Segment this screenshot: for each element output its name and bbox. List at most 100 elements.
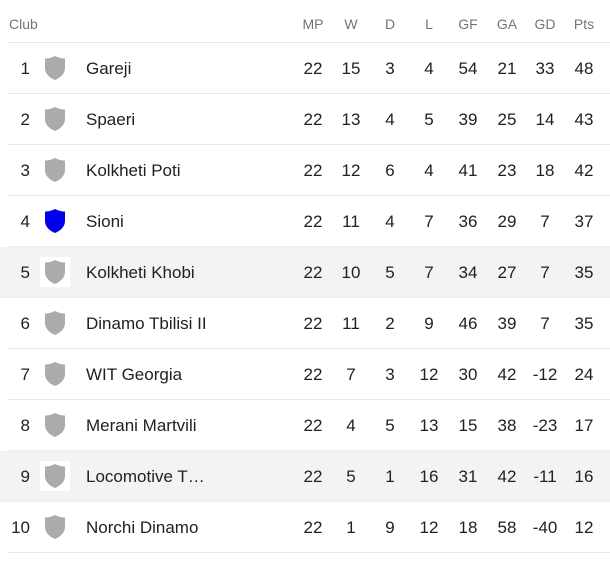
header-ga: GA [496,16,518,32]
table-row[interactable]: 5 Kolkheti Khobi 22 10 5 7 34 27 7 35 [0,247,610,298]
position: 3 [20,161,30,180]
stat-ga: 29 [497,212,517,231]
club-crest-icon [40,53,70,83]
table-row[interactable]: 4 Sioni 22 11 4 7 36 29 7 37 [8,196,610,247]
position: 7 [20,365,30,384]
club-name[interactable]: WIT Georgia [86,365,183,384]
stat-d: 4 [385,110,395,129]
position: 5 [20,263,30,282]
stat-gf: 31 [458,467,478,486]
table-row[interactable]: 6 Dinamo Tbilisi II 22 11 2 9 46 39 7 35 [8,298,610,349]
club-crest-icon [40,512,70,542]
stat-mp: 22 [303,212,323,231]
stat-ga: 38 [497,416,517,435]
stat-mp: 22 [303,365,323,384]
club-crest-icon [40,104,70,134]
stat-w: 12 [341,161,361,180]
stat-gf: 41 [458,161,478,180]
club-name[interactable]: Kolkheti Khobi [86,263,195,282]
stat-d: 5 [385,416,395,435]
stat-mp: 22 [303,314,323,333]
stat-pts: 37 [574,212,594,231]
stat-l: 7 [424,263,434,282]
club-crest-icon [40,155,70,185]
position: 9 [20,467,30,486]
stat-gf: 34 [458,263,478,282]
stat-gd: -23 [532,416,558,435]
stat-pts: 35 [574,314,594,333]
stat-l: 16 [419,467,439,486]
stat-gf: 39 [458,110,478,129]
stat-gd: 7 [540,263,550,282]
table-row[interactable]: 2 Spaeri 22 13 4 5 39 25 14 43 [8,94,610,145]
header-pts: Pts [573,16,595,32]
stat-pts: 48 [574,59,594,78]
standings-table: Club MP W D L GF GA GD Pts 1 Gareji 22 15 3… [0,16,610,553]
header-gf: GF [458,16,478,32]
stat-w: 4 [346,416,356,435]
stat-gf: 46 [458,314,478,333]
stat-gd: -12 [532,365,558,384]
club-name[interactable]: Locomotive T… [86,467,205,486]
stat-l: 5 [424,110,434,129]
stat-w: 11 [342,212,360,231]
stat-l: 7 [424,212,434,231]
table-row[interactable]: 8 Merani Martvili 22 4 5 13 15 38 -23 17 [8,400,610,451]
club-crest-icon [40,257,70,287]
stat-gd: 7 [540,314,550,333]
header-mp: MP [302,16,324,32]
club-name[interactable]: Kolkheti Poti [86,161,181,180]
club-name[interactable]: Merani Martvili [86,416,197,435]
stat-gd: -11 [533,467,557,486]
stat-l: 13 [419,416,439,435]
stat-pts: 42 [574,161,594,180]
stat-d: 4 [385,212,395,231]
stat-gf: 36 [458,212,478,231]
club-name[interactable]: Sioni [86,212,124,231]
stat-w: 5 [346,467,356,486]
club-name[interactable]: Gareji [86,59,132,78]
header-d: D [384,16,396,32]
stat-pts: 35 [574,263,594,282]
stat-d: 3 [385,59,395,78]
stat-w: 10 [341,263,361,282]
stat-mp: 22 [303,110,323,129]
position: 1 [20,59,30,78]
club-crest-icon [40,359,70,389]
stat-ga: 39 [497,314,517,333]
stat-pts: 17 [574,416,594,435]
stat-ga: 21 [497,59,517,78]
header-w: W [344,16,358,32]
stat-gd: 14 [535,110,555,129]
stat-w: 1 [346,518,356,537]
header-club: Club [9,16,38,32]
position: 10 [11,518,30,537]
table-row[interactable]: 9 Locomotive T… 22 5 1 16 31 42 -11 16 [0,451,610,502]
club-name[interactable]: Norchi Dinamo [86,518,199,537]
position: 6 [20,314,30,333]
stat-d: 6 [385,161,395,180]
stat-mp: 22 [303,518,323,537]
club-name[interactable]: Dinamo Tbilisi II [86,314,207,333]
stat-pts: 24 [574,365,594,384]
club-name[interactable]: Spaeri [86,110,136,129]
table-row[interactable]: 3 Kolkheti Poti 22 12 6 4 41 23 18 42 [8,145,610,196]
stat-gf: 54 [458,59,478,78]
club-crest-icon [40,308,70,338]
stat-gd: 18 [535,161,555,180]
stat-pts: 12 [574,518,594,537]
table-row[interactable]: 10 Norchi Dinamo 22 1 9 12 18 58 -40 12 [8,502,610,553]
table-row[interactable]: 1 Gareji 22 15 3 4 54 21 33 48 [8,43,610,94]
stat-ga: 42 [497,365,517,384]
stat-w: 13 [341,110,361,129]
table-row[interactable]: 7 WIT Georgia 22 7 3 12 30 42 -12 24 [8,349,610,400]
stat-gd: 7 [540,212,550,231]
stat-pts: 43 [574,110,594,129]
stat-l: 4 [424,59,434,78]
header-gd: GD [534,16,556,32]
stat-d: 1 [385,467,395,486]
stat-l: 12 [419,365,439,384]
position: 4 [20,212,30,231]
stat-d: 2 [385,314,395,333]
stat-mp: 22 [303,467,323,486]
